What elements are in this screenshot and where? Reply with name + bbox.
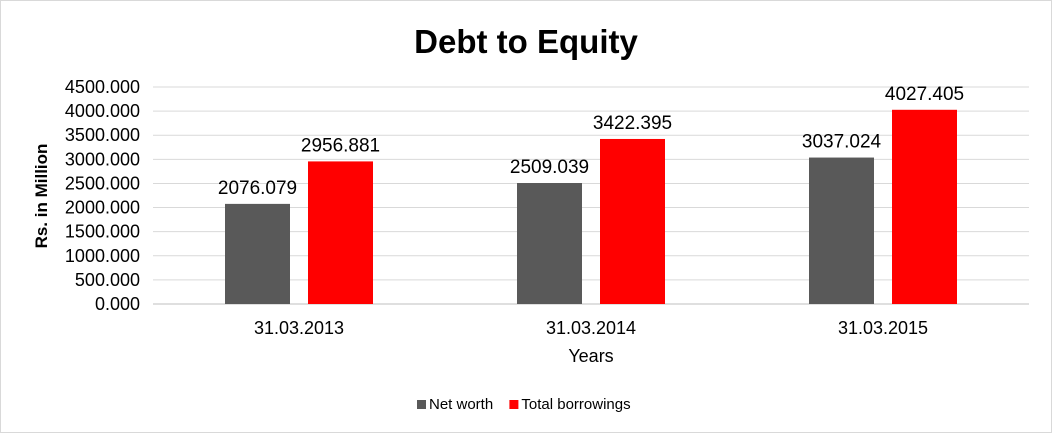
y-tick-label: 2500.000	[65, 173, 140, 193]
y-tick-label: 3000.000	[65, 149, 140, 169]
x-axis-ticks: 31.03.2013 31.03.2014 31.03.2015	[254, 318, 928, 338]
y-tick-label: 500.000	[75, 270, 140, 290]
data-label: 3422.395	[593, 113, 672, 134]
chart-title: Debt to Equity	[414, 23, 638, 60]
bars	[225, 109, 957, 304]
y-tick-label: 3500.000	[65, 125, 140, 145]
data-label: 2509.039	[510, 157, 589, 178]
gridlines	[153, 86, 1029, 305]
legend: Net worth Total borrowings	[417, 396, 631, 413]
data-label: 4027.405	[885, 84, 964, 105]
x-tick-label: 31.03.2015	[838, 318, 928, 338]
x-tick-label: 31.03.2013	[254, 318, 344, 338]
y-tick-label: 1000.000	[65, 246, 140, 266]
data-label: 2956.881	[301, 135, 380, 156]
y-tick-label: 1500.000	[65, 222, 140, 242]
data-label: 2076.079	[218, 178, 297, 199]
legend-swatch	[417, 400, 426, 409]
bar-total-borrowings	[308, 161, 373, 304]
legend-swatch	[509, 400, 519, 409]
bar-total-borrowings	[892, 109, 957, 304]
bar-net-worth	[809, 157, 874, 304]
y-axis-ticks: 0.000 500.000 1000.000 1500.000 2000.000 2500…	[65, 77, 140, 314]
legend-label: Total borrowings	[521, 396, 630, 413]
y-tick-label: 4000.000	[65, 101, 140, 121]
bar-net-worth	[517, 183, 582, 304]
bar-total-borrowings	[600, 138, 665, 304]
bar-net-worth	[225, 203, 290, 304]
y-tick-label: 2000.000	[65, 198, 140, 218]
x-axis-title: Years	[568, 346, 613, 366]
y-tick-label: 4500.000	[65, 77, 140, 97]
data-label: 3037.024	[802, 132, 882, 153]
y-axis-title: Rs. in Million	[32, 144, 51, 249]
x-tick-label: 31.03.2014	[546, 318, 636, 338]
y-tick-label: 0.000	[95, 294, 140, 314]
legend-label: Net worth	[429, 396, 493, 413]
data-labels: 2076.079 2956.881 2509.039 3422.395 3037.024…	[218, 84, 964, 199]
